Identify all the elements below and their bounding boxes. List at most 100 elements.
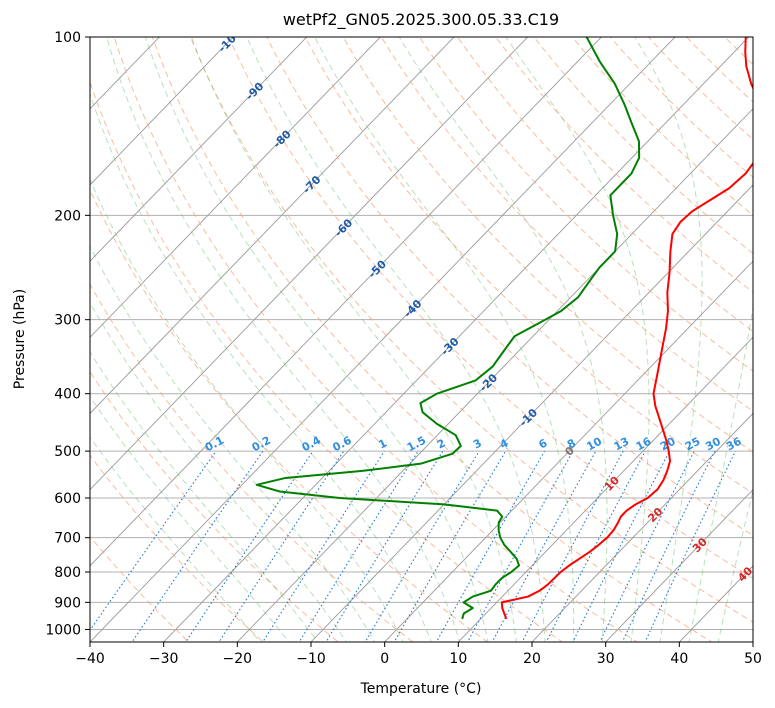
y-tick-label: 400 bbox=[54, 387, 81, 403]
mixing-ratio-line bbox=[90, 450, 217, 632]
dry-adiabat-line bbox=[342, 37, 753, 453]
dry-adiabat-line bbox=[151, 37, 713, 642]
y-tick-label: 200 bbox=[54, 208, 81, 224]
moist-adiabat-line bbox=[505, 37, 650, 642]
y-tick-label: 900 bbox=[54, 595, 81, 611]
mixing-ratio-label: 3 bbox=[471, 436, 484, 451]
y-tick-label: 800 bbox=[54, 565, 81, 581]
y-tick-label: 500 bbox=[54, 444, 81, 460]
x-tick-label: 20 bbox=[523, 651, 541, 667]
mixing-ratio-line bbox=[644, 450, 736, 642]
dry-adiabat-line bbox=[90, 535, 190, 642]
isotherm-line bbox=[90, 37, 676, 642]
isotherm-line bbox=[605, 488, 753, 642]
moist-adiabat-line bbox=[90, 436, 261, 642]
isotherm-line bbox=[90, 37, 234, 186]
dry-adiabat-line bbox=[228, 37, 753, 580]
isotherm-line bbox=[90, 37, 308, 262]
mixing-ratio-line bbox=[435, 450, 546, 642]
moist-adiabat-line bbox=[90, 245, 376, 642]
data-series bbox=[255, 37, 753, 620]
x-tick-label: −20 bbox=[223, 651, 253, 667]
y-tick-label: 100 bbox=[54, 30, 81, 46]
mixing-ratio-line bbox=[298, 450, 419, 642]
moist-adiabat-line bbox=[190, 37, 517, 642]
isotherm-line bbox=[531, 412, 753, 642]
dry-adiabat-line bbox=[266, 37, 753, 537]
dry-adiabat-line bbox=[113, 37, 638, 642]
isotherm-line bbox=[90, 37, 381, 338]
mixing-ratio-line bbox=[262, 450, 385, 642]
moist-adiabat-line bbox=[314, 37, 575, 642]
background-lines bbox=[90, 37, 753, 642]
mixing-ratio-line bbox=[185, 450, 314, 642]
mixing-ratio-label: 2 bbox=[435, 436, 448, 451]
x-tick-label: 10 bbox=[449, 651, 467, 667]
isotherm-line bbox=[752, 641, 753, 642]
mixing-ratio-label: 36 bbox=[724, 435, 744, 454]
x-tick-label: 0 bbox=[380, 651, 389, 667]
dry-adiabat-line bbox=[90, 283, 414, 642]
mixing-ratio-label: 13 bbox=[612, 435, 632, 454]
mixing-ratio-line bbox=[621, 450, 716, 642]
dry-adiabat-line bbox=[418, 37, 753, 372]
mixing-ratio-label: 10 bbox=[584, 435, 604, 454]
dry-adiabat-line bbox=[304, 37, 753, 495]
moist-adiabat-line bbox=[634, 37, 703, 642]
mixing-ratio-label: 16 bbox=[634, 435, 654, 454]
y-axis-label: Pressure (hPa) bbox=[12, 289, 28, 389]
x-tick-label: −40 bbox=[75, 651, 105, 667]
isotherm-line bbox=[90, 37, 529, 491]
x-tick-label: 50 bbox=[744, 651, 762, 667]
mixing-ratio-line bbox=[599, 450, 695, 642]
x-tick-label: 30 bbox=[597, 651, 615, 667]
mixing-ratio-line bbox=[131, 450, 264, 642]
isotherm-line bbox=[678, 565, 753, 642]
x-tick-label: −30 bbox=[149, 651, 179, 667]
isotherm-line bbox=[163, 37, 750, 642]
dry-adiabat-line bbox=[90, 370, 340, 642]
isotherm-line bbox=[90, 37, 602, 567]
dry-adiabat-line bbox=[647, 37, 753, 141]
mixing-ratio-label: 1 bbox=[376, 436, 389, 451]
x-tick-label: −10 bbox=[296, 651, 326, 667]
y-tick-label: 1000 bbox=[45, 622, 81, 638]
dewpoint-profile-line bbox=[255, 37, 641, 620]
x-axis-label: Temperature (°C) bbox=[360, 681, 482, 697]
dry-adiabat-line bbox=[533, 37, 753, 255]
moist-adiabat-line bbox=[688, 304, 753, 642]
isotherm-line bbox=[310, 184, 753, 642]
dry-adiabat-line bbox=[90, 80, 564, 642]
y-tick-label: 300 bbox=[54, 313, 81, 329]
chart-title: wetPf2_GN05.2025.300.05.33.C19 bbox=[283, 10, 559, 30]
mixing-ratio-label: 4 bbox=[498, 436, 511, 451]
dry-adiabat-line bbox=[609, 37, 753, 178]
moist-adiabat-line bbox=[90, 178, 404, 642]
moist-adiabat-line bbox=[90, 351, 319, 642]
y-tick-label: 600 bbox=[54, 491, 81, 507]
isotherm-line bbox=[236, 108, 753, 642]
mixing-ratio-line bbox=[491, 450, 597, 642]
mixing-ratio-line bbox=[364, 450, 480, 642]
dry-adiabat-line bbox=[189, 37, 753, 623]
dry-adiabat-line bbox=[571, 37, 753, 216]
moist-adiabat-line bbox=[90, 92, 432, 642]
moist-adiabat-line bbox=[90, 301, 347, 642]
dry-adiabat-line bbox=[457, 37, 753, 333]
isotherm-label: -100 bbox=[216, 26, 245, 55]
mixing-ratio-label: 30 bbox=[703, 435, 723, 454]
mixing-ratio-line bbox=[218, 450, 345, 642]
moist-adiabat-line bbox=[246, 37, 546, 642]
dry-adiabat-line bbox=[685, 37, 753, 103]
dry-adiabat-line bbox=[90, 188, 489, 642]
dry-adiabat-line bbox=[90, 454, 265, 642]
mixing-ratio-label: 25 bbox=[683, 435, 703, 454]
moist-adiabat-line bbox=[90, 395, 290, 642]
mixing-ratio-line bbox=[393, 450, 507, 642]
mixing-ratio-line bbox=[572, 450, 671, 642]
moist-adiabat-line bbox=[398, 37, 608, 642]
mixing-ratio-line bbox=[466, 450, 574, 642]
isotherm-line bbox=[384, 260, 753, 642]
mixing-ratio-line bbox=[325, 450, 444, 642]
